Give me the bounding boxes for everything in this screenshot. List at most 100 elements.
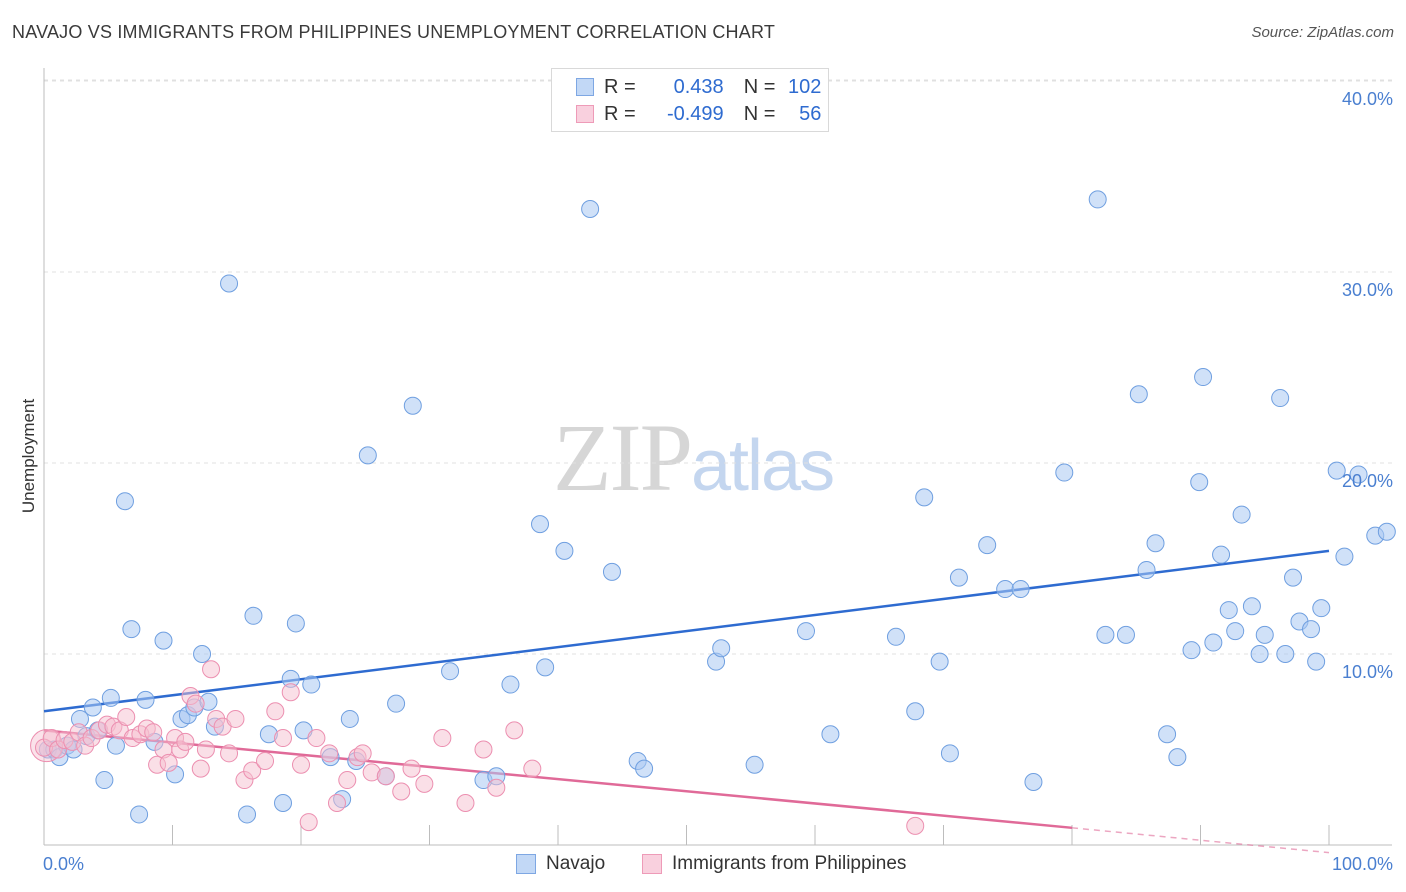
philippines-point: [523, 759, 542, 778]
philippines-point: [487, 778, 506, 797]
navajo-point: [1349, 465, 1368, 484]
legend-r-label: R =: [604, 75, 636, 98]
philippines-point: [176, 732, 195, 751]
navajo-point: [403, 396, 422, 415]
navajo-point: [712, 639, 731, 658]
navajo-point: [1242, 597, 1261, 616]
legend-row-philippines: R = -0.499 N = 56: [576, 101, 821, 127]
philippines-point: [243, 761, 262, 780]
watermark-zip: ZIP: [553, 404, 693, 511]
axes: [43, 68, 1392, 846]
philippines-point: [117, 708, 136, 727]
philippines-point: [226, 709, 245, 728]
philippines-point: [196, 740, 215, 759]
philippines-point: [191, 759, 210, 778]
navajo-point: [136, 690, 155, 709]
philippines-point: [299, 813, 318, 832]
navajo-point: [193, 645, 212, 663]
philippines-point: [320, 744, 339, 763]
navajo-point: [501, 675, 520, 694]
philippines-point: [307, 729, 326, 748]
navajo-point: [340, 709, 359, 728]
philippines-point: [402, 759, 421, 778]
navajo-point: [101, 688, 120, 707]
navajo-point: [1284, 568, 1303, 587]
legend-n-value: 102: [788, 75, 822, 98]
navajo-point: [1096, 625, 1115, 644]
philippines-point: [327, 793, 346, 812]
y-tick-label: 40.0%: [1342, 89, 1393, 109]
navajo-point: [886, 627, 905, 646]
navajo-point: [1226, 622, 1245, 641]
philippines-point: [220, 744, 239, 763]
navajo-point: [130, 805, 149, 824]
navajo-point: [1158, 725, 1177, 744]
navajo-point: [1307, 652, 1326, 671]
legend-r-value: -0.499: [666, 102, 724, 125]
navajo-point: [1182, 641, 1201, 660]
navajo-point: [1088, 190, 1107, 209]
philippines-legend-label: Immigrants from Philippines: [672, 853, 907, 874]
philippines-point: [159, 753, 178, 772]
navajo-legend-label: Navajo: [546, 853, 606, 874]
navajo-point: [1232, 505, 1251, 524]
navajo-swatch: [576, 78, 594, 96]
legend-n-label: N =: [743, 75, 776, 98]
philippines-point: [505, 721, 524, 740]
legend-row-navajo: R = 0.438 N = 102: [576, 74, 821, 100]
navajo-point: [1377, 522, 1396, 541]
navajo-point: [274, 793, 293, 812]
navajo-point: [1146, 534, 1165, 553]
navajo-point: [1212, 545, 1231, 564]
navajo-point: [635, 759, 654, 778]
bottom-legend-philippines: Immigrants from Philippines: [642, 852, 906, 876]
legend-n-value: 56: [799, 102, 822, 125]
navajo-point: [930, 652, 949, 671]
source-label: Source: ZipAtlas.com: [1251, 24, 1394, 41]
navajo-point: [286, 614, 305, 633]
navajo-point: [745, 755, 764, 774]
navajo-point: [441, 662, 460, 681]
navajo-legend-swatch: [516, 854, 536, 874]
navajo-point: [302, 675, 321, 694]
y-tick-label: 20.0%: [1342, 471, 1393, 491]
navajo-point: [154, 631, 173, 650]
philippines-point: [456, 793, 475, 812]
navajo-point: [1302, 620, 1321, 639]
navajo-point: [1024, 772, 1043, 791]
navajo-trend-line: [43, 549, 1330, 713]
philippines-point: [376, 767, 395, 786]
philippines-point: [906, 816, 925, 835]
navajo-point: [1194, 368, 1213, 387]
philippines-trend-line: [43, 729, 1073, 830]
navajo-point: [906, 702, 925, 721]
navajo-point: [1129, 385, 1148, 404]
philippines-swatch: [576, 105, 594, 123]
correlation-legend: R = 0.438 N = 102 R = -0.499 N = 56: [551, 68, 829, 132]
navajo-point: [1312, 599, 1331, 618]
navajo-point: [1204, 633, 1223, 652]
navajo-point: [978, 536, 997, 555]
navajo-point: [1011, 580, 1030, 599]
y-tick-label: 10.0%: [1342, 662, 1393, 682]
philippines-point: [292, 755, 310, 774]
philippines-point: [274, 729, 293, 748]
philippines-legend-swatch: [642, 854, 662, 874]
navajo-point: [581, 199, 600, 218]
navajo-point: [1255, 625, 1274, 644]
philippines-points: [30, 660, 925, 835]
navajo-point: [821, 725, 840, 744]
philippines-point: [256, 751, 275, 770]
navajo-point: [531, 515, 550, 534]
navajo-point: [106, 736, 125, 755]
y-axis-label: Unemployment: [19, 399, 38, 514]
navajo-points: [38, 190, 1396, 824]
navajo-point: [949, 568, 968, 587]
y-tick-label: 30.0%: [1342, 280, 1393, 300]
watermark: ZIPatlas: [553, 402, 835, 513]
philippines-point: [338, 771, 357, 790]
legend-n-label: N =: [743, 102, 776, 125]
philippines-point: [474, 740, 493, 759]
legend-r-value: 0.438: [673, 75, 724, 98]
